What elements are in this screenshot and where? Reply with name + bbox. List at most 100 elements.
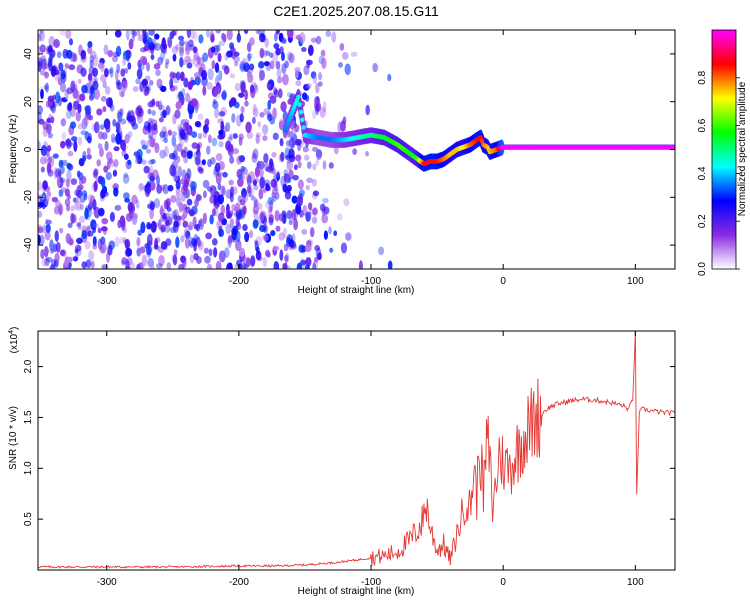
spectrogram-noise-cell (387, 260, 393, 269)
spectrogram-noise-cell (201, 69, 207, 81)
spectrogram-noise-cell (297, 179, 304, 190)
spectrogram-noise-cell (229, 133, 236, 140)
spectrogram-noise-cell (259, 209, 265, 222)
spectrogram-noise-cell (87, 46, 93, 55)
spectrogram-noise-cell (265, 166, 272, 173)
spectrogram-noise-cell (263, 61, 270, 67)
spectrogram-noise-cell (39, 156, 47, 165)
spectrogram-noise-cell (60, 140, 66, 149)
spectrogram-noise-cell (247, 53, 252, 62)
spectrogram-noise-cell (187, 128, 193, 137)
spectrogram-noise-cell (77, 222, 82, 230)
spectrogram-noise-cell (207, 159, 212, 168)
spectrogram-noise-cell (220, 120, 225, 132)
spectrogram-noise-cell (60, 72, 67, 84)
spectrogram-noise-cell (342, 116, 347, 125)
spectrogram-noise-cell (297, 143, 301, 152)
spectrogram-noise-cell (114, 204, 122, 211)
spectrogram-noise-cell (128, 115, 136, 121)
spectrogram-noise-cell (262, 256, 268, 268)
spectrogram-noise-cell (166, 36, 173, 47)
spectrogram-noise-cell (288, 148, 295, 159)
spectrogram-noise-cell (273, 42, 280, 50)
spectrogram-noise-cell (105, 123, 111, 134)
spectrogram-noise-cell (165, 198, 171, 208)
spectrogram-noise-cell (239, 63, 247, 71)
spectrogram-noise-cell (234, 61, 239, 67)
spectrogram-noise-cell (100, 226, 108, 232)
spectrogram-noise-cell (160, 110, 166, 119)
spectrogram-noise-cell (268, 216, 274, 226)
spectrogram-noise-cell (160, 50, 166, 61)
spectrogram-noise-cell (244, 100, 249, 107)
spectrogram-noise-cell (104, 86, 111, 95)
spectrogram-noise-cell (171, 131, 178, 137)
spectrogram-noise-cell (315, 247, 322, 259)
spectrogram-noise-cell (211, 60, 216, 70)
spectrogram-noise-cell (44, 71, 50, 79)
spectrogram-noise-cell (176, 155, 181, 163)
spectrogram-noise-cell (74, 248, 79, 254)
spectrogram-y-label: Frequency (Hz) (8, 115, 19, 184)
spectrogram-noise-cell (72, 53, 78, 63)
spectrogram-noise-cell (108, 97, 113, 109)
spectrogram-trace-cell (296, 94, 301, 100)
spectrogram-noise-cell (100, 236, 106, 245)
spectrogram-noise-cell (178, 91, 184, 100)
spectrogram-noise-cell (180, 150, 187, 158)
spectrogram-noise-cell (134, 157, 139, 165)
spectrogram-noise-cell (170, 195, 177, 203)
spectrogram-noise-cell (190, 59, 195, 65)
spectrogram-noise-cell (116, 63, 120, 74)
spectrogram-noise-cell (195, 223, 201, 232)
spectrogram-noise-cell (162, 184, 170, 195)
spectrogram-noise-cell (56, 51, 62, 59)
spectrogram-noise-cell (179, 128, 186, 140)
spectrogram-noise-cell (147, 108, 152, 115)
snr-series (38, 331, 675, 569)
spectrogram-noise-cell (97, 227, 102, 234)
spectrogram-noise-cell (304, 264, 310, 269)
spectrogram-noise-cell (76, 221, 82, 228)
spectrogram-noise-cell (99, 147, 104, 158)
spectrogram-noise-cell (48, 35, 56, 48)
spectrogram-noise-cell (256, 160, 261, 170)
spectrogram-noise-cell (236, 33, 241, 43)
spectrogram-noise-cell (234, 239, 242, 252)
spectrogram-noise-cell (210, 46, 216, 53)
spectrogram-noise-cell (143, 87, 149, 97)
spectrogram-noise-cell (150, 54, 155, 60)
spectrogram-noise-cell (113, 187, 119, 197)
spectrogram-noise-cell (119, 108, 124, 117)
spectrogram-noise-cell (156, 263, 163, 269)
snr-frame (37, 330, 676, 571)
spectrogram-noise-cell (175, 71, 181, 81)
spectrogram-noise-cell (183, 147, 189, 154)
spectrogram-noise-cell (242, 224, 248, 232)
snr-y-tick-label: 0.5 (23, 512, 34, 526)
spectrogram-noise-cell (215, 172, 222, 185)
spectrogram-noise-cell (293, 208, 299, 220)
spectrogram-noise-cell (67, 236, 74, 246)
spectrogram-noise-cell (196, 143, 201, 153)
spectrogram-noise-cell (259, 33, 266, 43)
spectrogram-noise-cell (90, 219, 97, 231)
spectrogram-noise-cell (238, 155, 246, 163)
spectrogram-noise-cell (64, 63, 69, 69)
spectrogram-noise-cell (81, 118, 88, 130)
spectrogram-noise-cell (312, 74, 318, 85)
spectrogram-noise-cell (306, 59, 313, 66)
spectrogram-noise-cell (109, 211, 115, 223)
spectrogram-noise-cell (148, 117, 154, 124)
spectrogram-noise-cell (143, 165, 150, 174)
snr-y-tick-label: 1.5 (23, 410, 34, 424)
spectrogram-noise-cell (311, 216, 318, 224)
spectrogram-noise-cell (282, 183, 288, 193)
spectrogram-noise-cell (46, 191, 52, 197)
spectrogram-noise-cell (221, 91, 227, 100)
spectrogram-noise-cell (305, 83, 312, 89)
spectrogram-noise-cell (322, 160, 327, 170)
snr-y-scale-exp: 4 (8, 330, 15, 334)
spectrogram-noise-cell (85, 259, 92, 269)
spectrogram-noise-cell (185, 230, 191, 240)
